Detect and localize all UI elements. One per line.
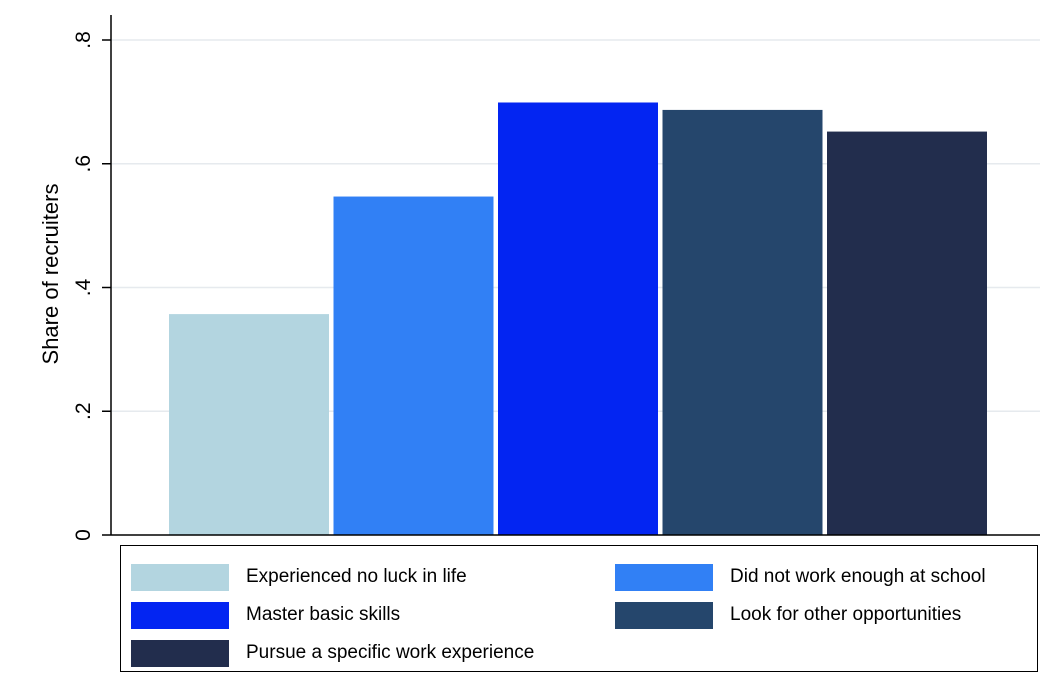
bars <box>169 102 987 536</box>
legend-swatch <box>615 563 713 591</box>
legend-label: Master basic skills <box>246 604 401 625</box>
legend-item: Pursue a specific work experience <box>131 638 534 668</box>
legend-label: Did not work enough at school <box>730 566 986 587</box>
legend-item: Did not work enough at school <box>615 562 986 592</box>
y-tick-label: .2 <box>72 402 95 420</box>
bar <box>169 314 329 535</box>
bar <box>827 131 987 535</box>
legend-item: Master basic skills <box>131 600 400 630</box>
legend-item: Experienced no luck in life <box>131 562 467 592</box>
bar <box>662 109 823 535</box>
legend-swatch <box>131 601 229 629</box>
bar <box>333 196 494 535</box>
y-tick-label: .6 <box>72 155 95 173</box>
legend-label: Look for other opportunities <box>730 604 962 625</box>
y-tick-label: 0 <box>72 529 95 541</box>
legend-swatch <box>131 639 229 667</box>
y-axis-title: Share of recruiters <box>38 184 63 365</box>
legend-swatch <box>131 563 229 591</box>
y-axis: 0 .2 .4 .6 .8 <box>72 15 1040 541</box>
bar <box>498 102 658 536</box>
bar-chart: 0 .2 .4 .6 .8 Share of recruiters <box>38 15 1040 541</box>
chart-legend: Experienced no luck in life Did not work… <box>120 545 1038 672</box>
legend-label: Experienced no luck in life <box>246 566 467 587</box>
legend-swatch <box>615 601 713 629</box>
legend-item: Look for other opportunities <box>615 600 961 630</box>
y-tick-label: .8 <box>72 31 95 49</box>
legend-label: Pursue a specific work experience <box>246 642 535 663</box>
y-tick-label: .4 <box>72 278 95 296</box>
